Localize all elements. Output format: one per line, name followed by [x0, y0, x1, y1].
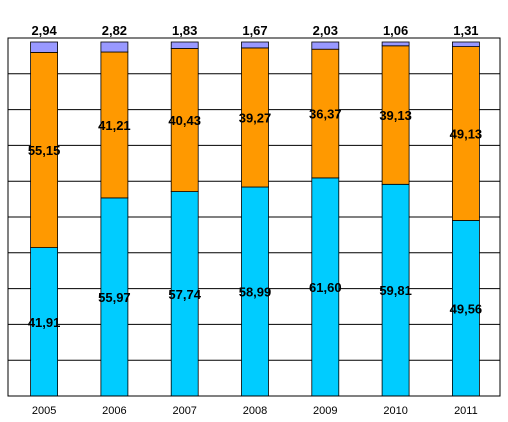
- x-tick-2009: 2009: [313, 405, 337, 417]
- data-label-2011-1: 49,56: [450, 301, 483, 316]
- bar-segment-2009-2: [311, 48, 340, 179]
- data-label-2007-1: 57,74: [168, 287, 201, 302]
- data-label-2010-1: 59,81: [379, 283, 412, 298]
- data-labels: 41,91 55,15 2,94 55,97 41,21 2,82 57,74 40,43 1,…: [28, 23, 482, 330]
- data-label-2011-3: 1,31: [453, 23, 478, 38]
- x-tick-2007: 2007: [172, 405, 196, 417]
- bar-segment-2007-2: [170, 48, 199, 193]
- data-label-2007-3: 1,83: [172, 23, 197, 38]
- data-label-2007-2: 40,43: [168, 113, 201, 128]
- data-label-2009-2: 36,37: [309, 107, 342, 122]
- data-label-2006-2: 41,21: [98, 118, 131, 133]
- bar-segment-2009-3: [311, 41, 340, 50]
- bar-segment-2005-1: [30, 247, 59, 397]
- data-label-2010-3: 1,06: [383, 23, 408, 38]
- x-tick-2006: 2006: [102, 405, 126, 417]
- bar-segment-2010-3: [381, 41, 410, 47]
- x-axis-tick-labels: 2005 2006 2007 2008 2009 2010 2011: [32, 405, 478, 417]
- plot-frame: [7, 37, 501, 397]
- data-label-2005-2: 55,15: [28, 143, 61, 158]
- bar-segment-2010-2: [381, 45, 410, 185]
- data-label-2005-3: 2,94: [31, 23, 57, 38]
- bar-segment-2011-3: [451, 41, 480, 47]
- data-label-2008-2: 39,27: [239, 111, 272, 126]
- bars: [30, 41, 480, 397]
- data-label-2010-2: 39,13: [379, 108, 412, 123]
- data-label-2009-3: 2,03: [313, 23, 338, 38]
- bar-segment-2006-3: [100, 41, 129, 53]
- x-tick-2005: 2005: [32, 405, 56, 417]
- data-label-2009-1: 61,60: [309, 280, 342, 295]
- bar-segment-2011-2: [451, 46, 480, 221]
- x-tick-2008: 2008: [243, 405, 267, 417]
- bar-segment-2005-2: [30, 52, 59, 248]
- data-label-2006-1: 55,97: [98, 290, 131, 305]
- bar-segment-2007-3: [170, 41, 199, 49]
- x-tick-2011: 2011: [454, 405, 478, 417]
- bar-segment-2006-2: [100, 51, 129, 199]
- data-label-2006-3: 2,82: [102, 23, 127, 38]
- data-label-2005-1: 41,91: [28, 315, 61, 330]
- bar-segment-2009-1: [311, 177, 340, 397]
- bar-segment-2005-3: [30, 41, 59, 53]
- data-label-2011-2: 49,13: [450, 127, 483, 142]
- data-label-2008-3: 1,67: [242, 23, 267, 38]
- x-tick-2010: 2010: [383, 405, 407, 417]
- bar-segment-2008-2: [241, 47, 269, 188]
- bar-segment-2008-3: [241, 41, 269, 49]
- data-label-2008-1: 58,99: [239, 285, 272, 300]
